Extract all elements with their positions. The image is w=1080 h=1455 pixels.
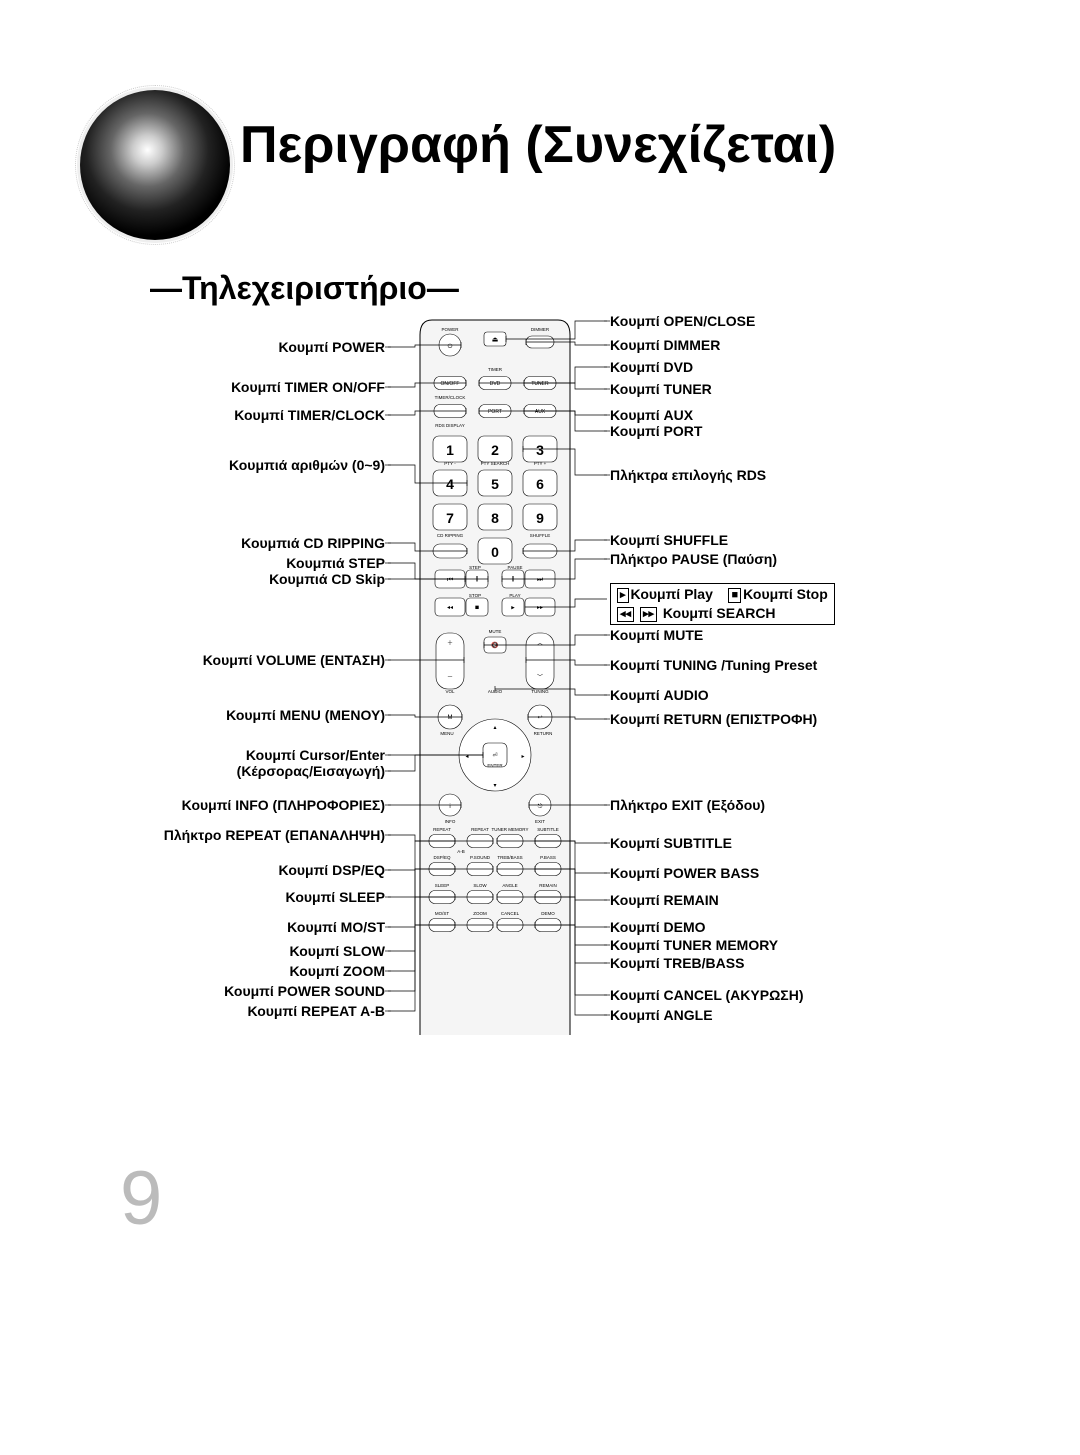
svg-text:DEMO: DEMO bbox=[541, 911, 555, 916]
svg-text:SLOW: SLOW bbox=[473, 883, 487, 888]
svg-text:SUBTITLE: SUBTITLE bbox=[537, 827, 559, 832]
svg-text:7: 7 bbox=[446, 510, 454, 526]
svg-text:RETURN: RETURN bbox=[534, 731, 553, 736]
svg-text:6: 6 bbox=[536, 476, 544, 492]
svg-text:DSP/EQ: DSP/EQ bbox=[433, 855, 451, 860]
svg-text:TIMER: TIMER bbox=[488, 367, 503, 372]
svg-text:POWER: POWER bbox=[441, 327, 459, 332]
svg-text:2: 2 bbox=[491, 442, 499, 458]
svg-text:TUNER: TUNER bbox=[531, 381, 549, 387]
svg-text:REPEAT: REPEAT bbox=[433, 827, 451, 832]
svg-text:P.BASS: P.BASS bbox=[540, 855, 556, 860]
page-title: Περιγραφή (Συνεχίζεται) bbox=[240, 115, 836, 175]
svg-text:9: 9 bbox=[536, 510, 544, 526]
svg-text:MENU: MENU bbox=[440, 731, 453, 736]
svg-text:CD RIPPING: CD RIPPING bbox=[437, 533, 464, 538]
svg-text:⏻: ⏻ bbox=[448, 343, 453, 350]
svg-text:5: 5 bbox=[491, 476, 499, 492]
svg-text:REMAIN: REMAIN bbox=[539, 883, 557, 888]
svg-text:MO/ST: MO/ST bbox=[435, 911, 450, 916]
svg-text:PTY +: PTY + bbox=[534, 461, 547, 466]
svg-text:▴: ▴ bbox=[493, 725, 496, 731]
svg-text:TUNING: TUNING bbox=[531, 689, 549, 694]
svg-text:P.SOUND: P.SOUND bbox=[470, 855, 491, 860]
svg-text:TREB/BASS: TREB/BASS bbox=[497, 855, 522, 860]
diagram-svg: POWER ⏻ ⏏ DIMMER TIMER ON/OFF DVD TUNER TIMER/CL… bbox=[155, 315, 925, 1035]
svg-text:8: 8 bbox=[491, 510, 499, 526]
svg-text:EXIT: EXIT bbox=[535, 819, 545, 824]
svg-text:MUTE: MUTE bbox=[489, 629, 502, 634]
svg-text:CANCEL: CANCEL bbox=[501, 911, 520, 916]
svg-text:PORT: PORT bbox=[488, 409, 502, 415]
svg-text:STEP: STEP bbox=[469, 565, 481, 570]
svg-text:◂◂: ◂◂ bbox=[447, 605, 453, 611]
svg-text:⎋: ⎋ bbox=[538, 803, 543, 810]
svg-text:▸: ▸ bbox=[521, 754, 524, 760]
speaker-logo bbox=[80, 90, 230, 240]
svg-text:↩: ↩ bbox=[537, 715, 542, 721]
svg-text:⏎: ⏎ bbox=[492, 752, 497, 759]
svg-text:INFO: INFO bbox=[445, 819, 456, 824]
svg-text:﹀: ﹀ bbox=[537, 674, 543, 681]
svg-text:PAUSE: PAUSE bbox=[508, 565, 523, 570]
svg-text:‖: ‖ bbox=[476, 576, 479, 583]
svg-text:－: － bbox=[447, 675, 453, 681]
svg-text:DIMMER: DIMMER bbox=[531, 327, 550, 332]
page: Περιγραφή (Συνεχίζεται) —Τηλεχειριστήριο… bbox=[0, 0, 1080, 1455]
svg-text:ZOOM: ZOOM bbox=[473, 911, 487, 916]
svg-text:⏮: ⏮ bbox=[447, 576, 453, 583]
svg-text:SLEEP: SLEEP bbox=[435, 883, 450, 888]
svg-text:ANGLE: ANGLE bbox=[502, 883, 517, 888]
svg-text:PLAY: PLAY bbox=[509, 593, 520, 598]
svg-text:TUNER MEMORY: TUNER MEMORY bbox=[492, 827, 529, 832]
svg-text:⏭: ⏭ bbox=[537, 576, 544, 583]
page-number: 9 bbox=[120, 1155, 162, 1242]
svg-text:DVD: DVD bbox=[490, 381, 501, 387]
svg-text:AUX: AUX bbox=[535, 409, 546, 415]
svg-text:A-B: A-B bbox=[457, 849, 465, 854]
svg-text:RDS DISPLAY: RDS DISPLAY bbox=[435, 423, 464, 428]
section-subtitle: —Τηλεχειριστήριο— bbox=[150, 270, 459, 307]
svg-text:3: 3 bbox=[536, 442, 544, 458]
svg-text:REPEAT: REPEAT bbox=[471, 827, 489, 832]
svg-text:SHUFFLE: SHUFFLE bbox=[530, 533, 551, 538]
svg-text:STOP: STOP bbox=[469, 593, 481, 598]
svg-text:＋: ＋ bbox=[447, 640, 453, 647]
svg-text:VOL: VOL bbox=[445, 689, 455, 694]
svg-text:⏏: ⏏ bbox=[492, 336, 499, 343]
svg-text:ON/OFF: ON/OFF bbox=[441, 381, 460, 387]
svg-text:ENTER: ENTER bbox=[487, 763, 503, 768]
svg-text:■: ■ bbox=[475, 604, 479, 611]
svg-text:1: 1 bbox=[446, 442, 454, 458]
svg-text:PTY -: PTY - bbox=[444, 461, 456, 466]
remote-diagram: Κουμπί POWERΚουμπί TIMER ON/OFFΚουμπί TI… bbox=[155, 315, 925, 1035]
svg-text:M: M bbox=[448, 715, 453, 721]
svg-text:︿: ︿ bbox=[537, 641, 543, 647]
svg-text:▸▸: ▸▸ bbox=[537, 605, 543, 611]
svg-text:0: 0 bbox=[491, 544, 499, 560]
svg-text:PTY SEARCH: PTY SEARCH bbox=[481, 461, 510, 466]
svg-text:TIMER/CLOCK: TIMER/CLOCK bbox=[435, 395, 466, 400]
svg-text:‖: ‖ bbox=[512, 576, 515, 583]
svg-text:4: 4 bbox=[446, 476, 454, 492]
svg-text:▾: ▾ bbox=[493, 783, 496, 789]
svg-text:▸: ▸ bbox=[511, 604, 515, 611]
